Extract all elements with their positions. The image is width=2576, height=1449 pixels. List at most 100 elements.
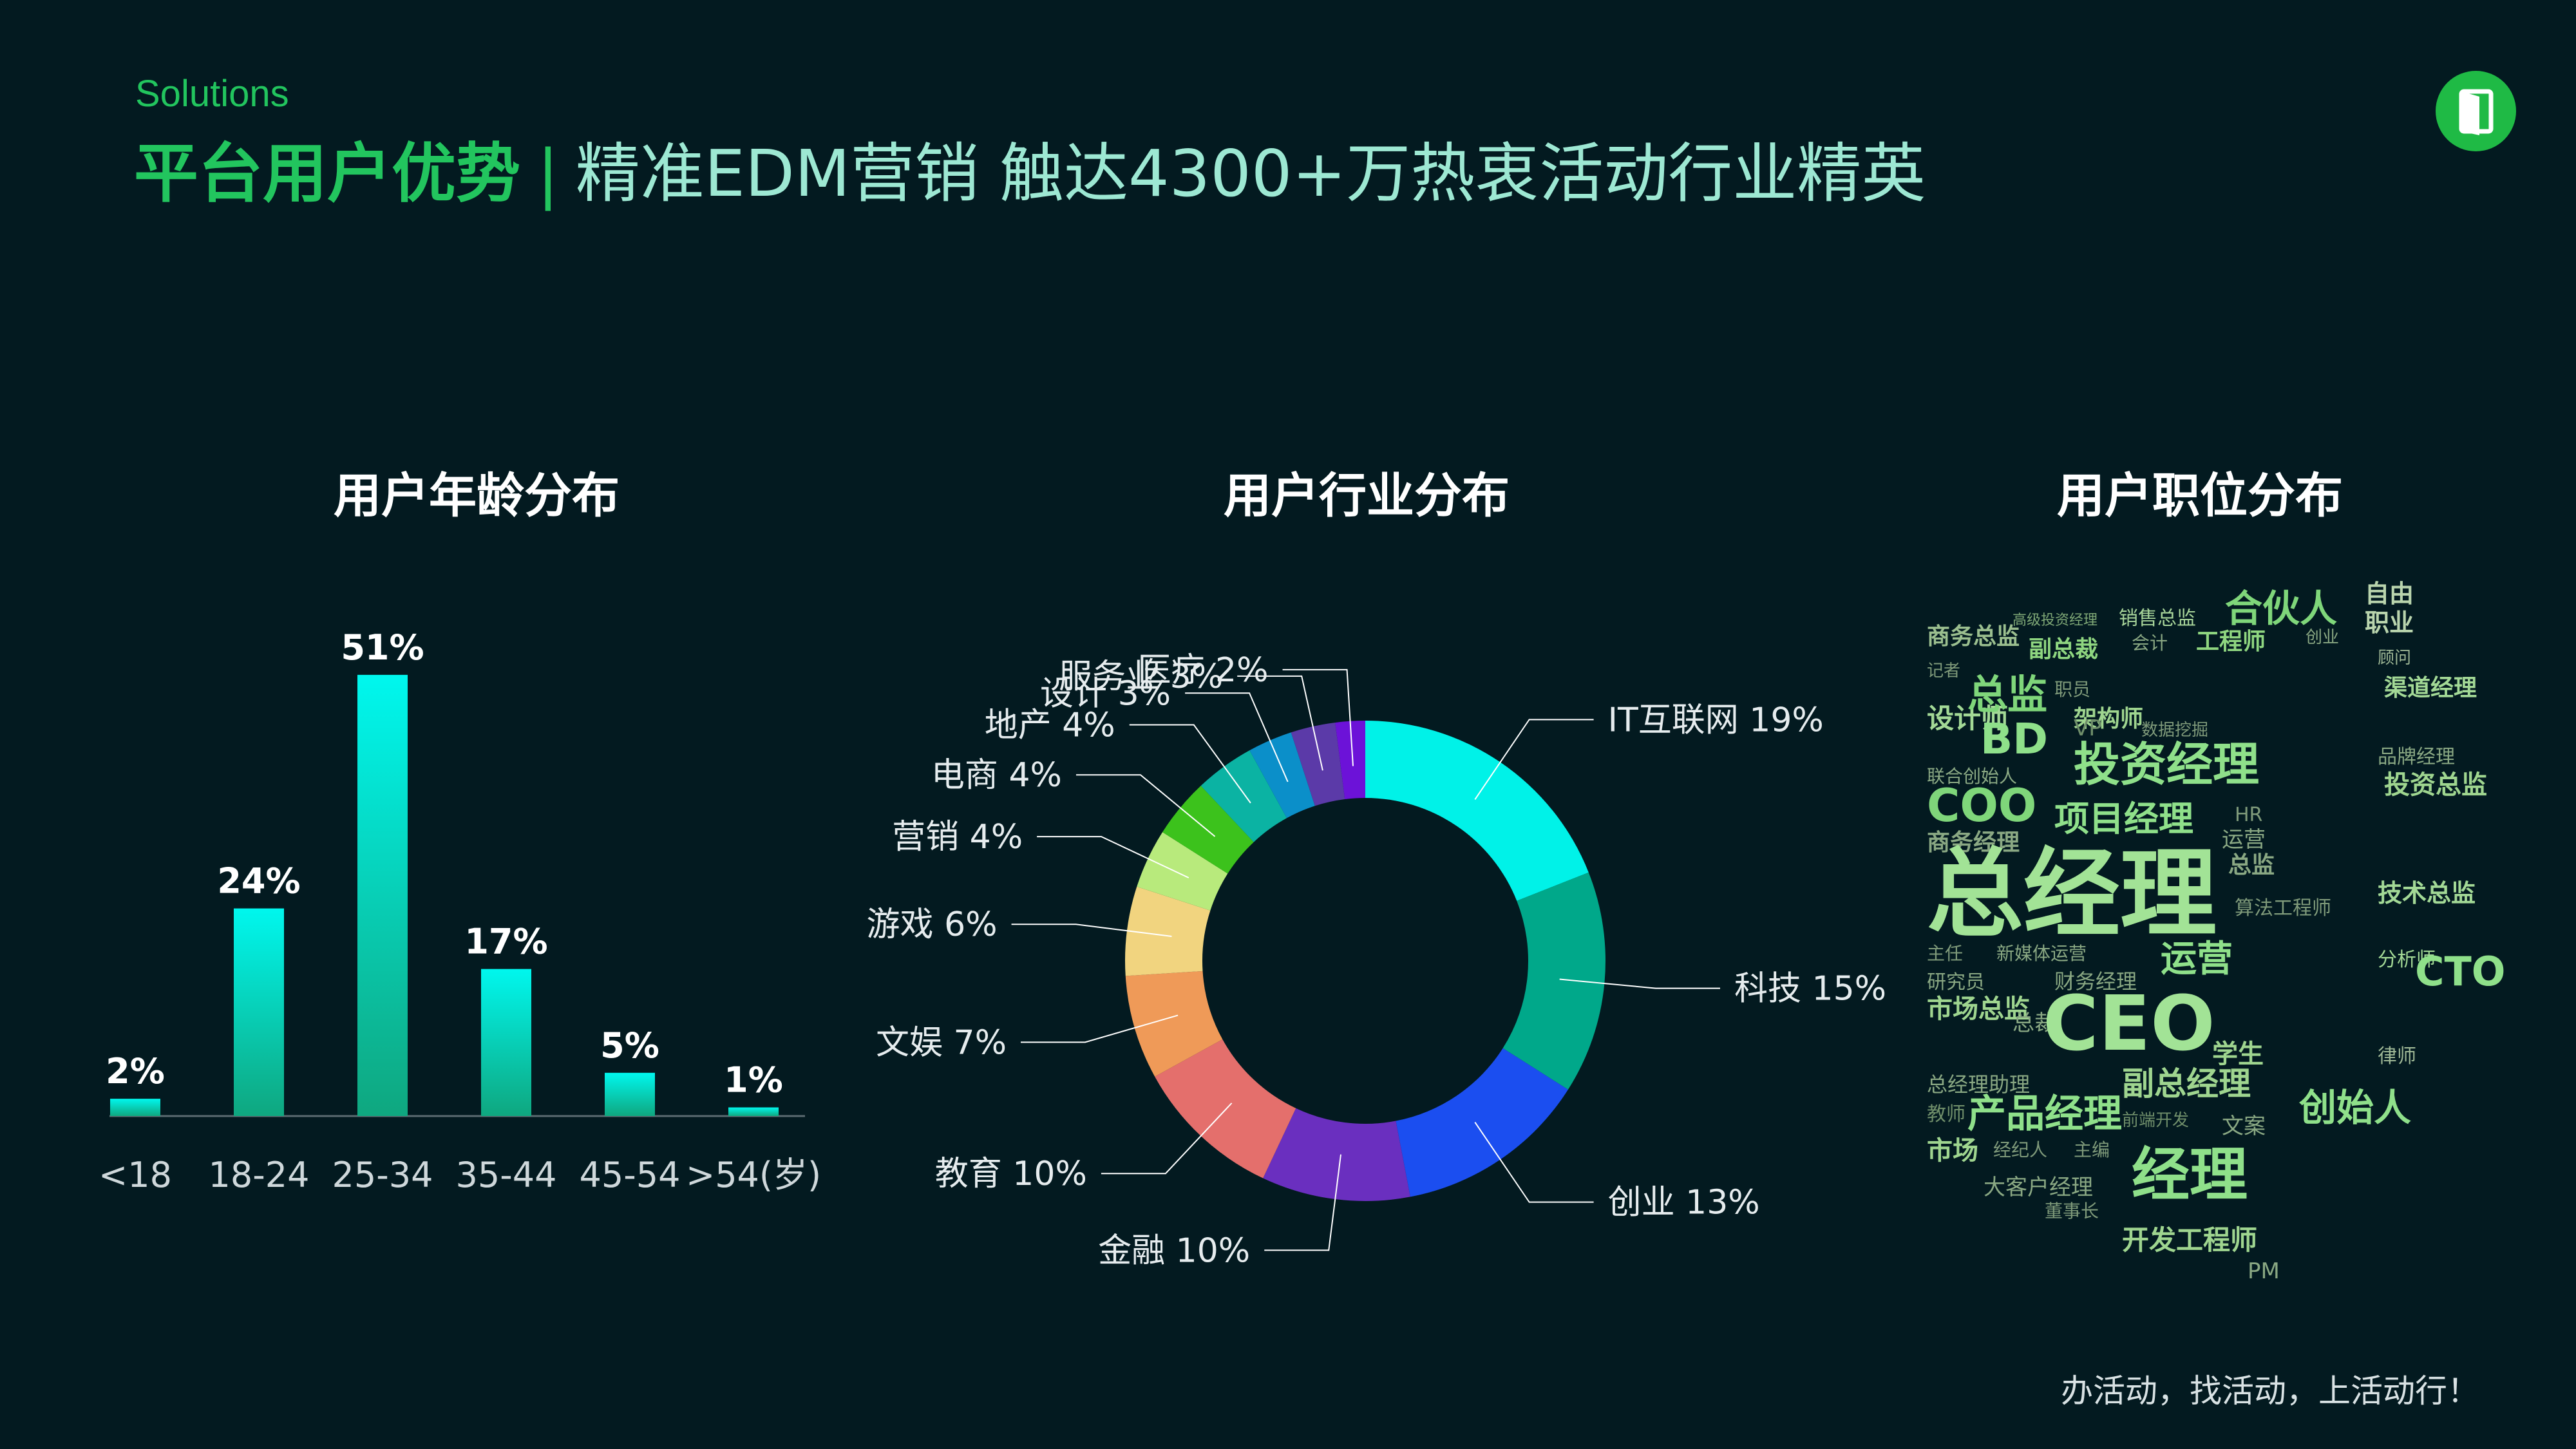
word-cloud-item: BD	[1980, 714, 2048, 764]
word-cloud-item: 销售总监	[2119, 607, 2196, 630]
slice-leader-line	[1474, 1122, 1594, 1203]
word-cloud-item: 总经理	[1927, 838, 2217, 951]
word-cloud-item: COO	[1927, 779, 2036, 832]
door-icon	[2436, 71, 2516, 151]
bar-value-label: 51%	[341, 627, 424, 668]
slice-label: 教育 10%	[935, 1155, 1087, 1193]
slice-leader-line	[1011, 923, 1172, 938]
word-cloud-item: 分析师	[2378, 949, 2436, 971]
bar-3	[481, 969, 531, 1116]
donut-slice-7	[1137, 832, 1228, 911]
slice-leader-line	[1474, 719, 1594, 800]
word-cloud-item: 记者	[1927, 661, 1960, 681]
donut-slice-12	[1335, 721, 1365, 799]
word-cloud-item: PM	[2248, 1258, 2280, 1284]
slice-label: 医疗 2%	[1138, 651, 1269, 690]
word-cloud-item: 高级投资经理	[2012, 612, 2098, 629]
slice-label: 游戏 6%	[867, 905, 998, 944]
word-cloud-item: 总经理助理	[1927, 1072, 2030, 1097]
word-cloud-item: 经理	[2132, 1141, 2248, 1209]
slice-leader-line	[1185, 692, 1289, 782]
slice-leader-line	[1559, 978, 1720, 989]
word-cloud-item: 职业	[2365, 609, 2414, 637]
age-chart-title: 用户年龄分布	[334, 468, 620, 524]
donut-slice-4	[1155, 1039, 1296, 1179]
donut-slice-5	[1125, 971, 1223, 1077]
word-cloud-item: 工程师	[2196, 629, 2266, 655]
word-cloud-item: 产品经理	[1967, 1092, 2122, 1137]
word-cloud-item: 总裁	[2012, 1010, 2056, 1036]
industry-donut-chart: IT互联网 19% 科技 15% 创业 13% 金融 10% 教育 10% 文娱 7% 游戏…	[867, 651, 1887, 1271]
slice-leader-line	[1237, 675, 1323, 771]
donut-slice-2	[1396, 1048, 1568, 1197]
word-cloud-item: 顾问	[2378, 649, 2411, 668]
bar-2	[357, 674, 408, 1116]
page-title: 平台用户优势 | 精准EDM营销 触达4300+万热衷活动行业精英	[134, 135, 1926, 213]
position-chart-title: 用户职位分布	[2057, 468, 2343, 524]
word-cloud-item: HR	[2235, 804, 2262, 826]
word-cloud-item: 运营	[2161, 938, 2233, 980]
slice-label: 设计 3%	[1040, 674, 1171, 713]
word-cloud-item: 投资经理	[2074, 737, 2259, 791]
word-cloud-item: 架构师	[2074, 706, 2143, 732]
slice-leader-line	[1020, 1014, 1179, 1043]
word-cloud-item: CTO	[2415, 948, 2506, 995]
bar-value-label: 1%	[724, 1060, 783, 1101]
word-cloud-item: 教师	[1927, 1103, 1965, 1126]
slice-label: 地产 4%	[985, 706, 1115, 745]
bar-4	[605, 1072, 655, 1116]
x-tick-label: >54(岁)	[686, 1155, 821, 1195]
word-cloud-item: 总监	[2228, 852, 2275, 878]
word-cloud-item: 市场总监	[1927, 994, 2030, 1024]
solutions-kicker: Solutions	[135, 73, 289, 115]
slice-leader-line	[1075, 774, 1216, 837]
industry-chart-title: 用户行业分布	[1224, 468, 1510, 524]
word-cloud-item: 大客户经理	[1984, 1175, 2093, 1200]
donut-slice-0	[1365, 721, 1589, 901]
title-subtitle: 精准EDM营销 触达4300+万热衷活动行业精英	[575, 136, 1926, 211]
slice-label: 科技 15%	[1734, 970, 1886, 1009]
word-cloud-item: 副总经理	[2122, 1065, 2251, 1103]
word-cloud-item: 文案	[2222, 1113, 2266, 1139]
age-bar-chart: 2% <18 24% 18-24 51% 25-34 17% 35-44 5% 45-54 1% >5…	[99, 627, 821, 1195]
word-cloud-item: 商务总监	[1927, 623, 2020, 650]
slice-label: 服务业 3%	[1059, 658, 1223, 696]
word-cloud-item: 商务经理	[1927, 829, 2020, 856]
donut-slice-3	[1263, 1108, 1410, 1201]
donut-slice-1	[1502, 872, 1605, 1090]
word-cloud-item: 合伙人	[2225, 587, 2337, 630]
slice-leader-line	[1282, 668, 1354, 766]
word-cloud-item: CEO	[2043, 979, 2215, 1068]
slice-leader-line	[1129, 724, 1251, 804]
word-cloud-item: 学生	[2212, 1039, 2264, 1069]
title-separator: |	[537, 136, 559, 211]
word-cloud-item: 研究员	[1927, 971, 1985, 994]
slice-label: 文娱 7%	[876, 1023, 1007, 1062]
word-cloud-item: 算法工程师	[2235, 897, 2331, 920]
donut-slice-10	[1249, 732, 1315, 819]
bar-value-label: 5%	[600, 1025, 659, 1066]
word-cloud-item: 数据挖掘	[2141, 721, 2208, 740]
x-tick-label: <18	[99, 1155, 172, 1195]
word-cloud-item: 技术总监	[2378, 879, 2476, 907]
bar-0	[110, 1099, 160, 1116]
x-tick-label: 25-34	[332, 1155, 433, 1195]
word-cloud-item: 总监	[1967, 671, 2047, 718]
word-cloud-item: 设计师	[1927, 703, 2008, 734]
word-cloud-item: 运营	[2222, 827, 2266, 853]
slice-label: 金融 10%	[1098, 1231, 1250, 1270]
word-cloud-item: 创始人	[2299, 1086, 2411, 1130]
bar-value-label: 24%	[217, 861, 300, 902]
bar-5	[728, 1107, 779, 1116]
slice-label: IT互联网 19%	[1608, 701, 1824, 739]
bar-value-label: 2%	[106, 1051, 165, 1092]
word-cloud-item: 新媒体运营	[1996, 943, 2087, 964]
word-cloud-item: 财务经理	[2054, 969, 2137, 994]
word-cloud-item: 主编	[2074, 1139, 2110, 1160]
title-main: 平台用户优势	[134, 136, 520, 211]
word-cloud-item: 董事长	[2045, 1200, 2099, 1222]
slice-leader-line	[1264, 1154, 1342, 1251]
word-cloud-item: 品牌经理	[2378, 746, 2455, 768]
slice-label: 创业 13%	[1608, 1184, 1760, 1222]
